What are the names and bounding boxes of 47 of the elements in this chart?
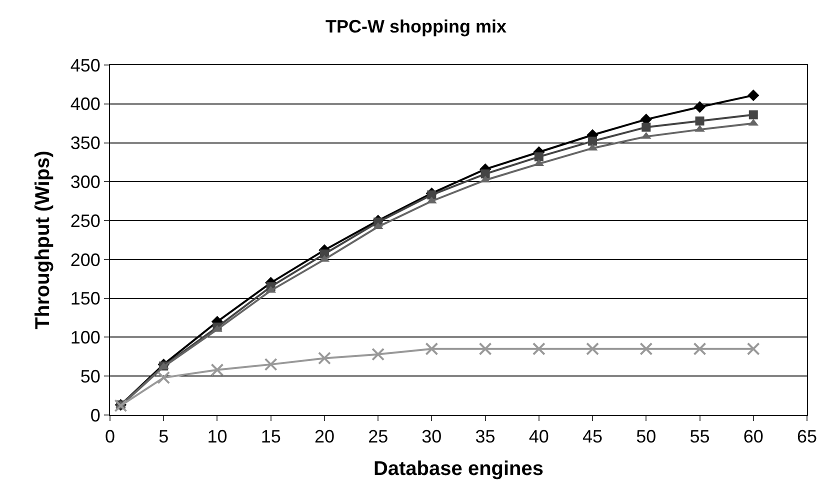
x-tick-label: 25	[368, 426, 388, 447]
x-tick-label: 50	[636, 426, 656, 447]
x-tick-label: 20	[314, 426, 334, 447]
y-tick-label: 200	[70, 250, 100, 270]
point	[480, 169, 490, 178]
y-tick-label: 50	[80, 366, 100, 386]
point	[532, 342, 546, 356]
y-tick-label: 0	[90, 405, 100, 426]
x-tick-label: 10	[207, 426, 228, 447]
x-tick-label: 30	[422, 426, 442, 447]
y-tick-label: 450	[70, 55, 100, 76]
x-tick-label: 35	[475, 426, 496, 447]
x-axis-title: Database engines	[373, 458, 544, 480]
x-tick-label: 55	[690, 426, 710, 447]
point	[695, 116, 704, 126]
point	[372, 348, 385, 361]
point	[264, 358, 278, 371]
x-tick-label: 45	[582, 426, 603, 447]
point	[210, 363, 224, 376]
point	[746, 342, 760, 356]
y-tick-label: 350	[70, 133, 100, 154]
x-tick-label: 0	[104, 426, 116, 447]
point	[318, 352, 331, 365]
x-tick-label: 5	[158, 426, 169, 447]
y-tick-label: 400	[70, 94, 100, 114]
y-tick-label: 100	[70, 328, 100, 348]
point	[694, 101, 706, 113]
x-tick-label: 40	[528, 426, 549, 447]
point	[640, 342, 653, 356]
point	[693, 342, 706, 356]
point	[748, 110, 758, 120]
x-tick-label: 60	[743, 426, 764, 447]
y-tick-label: 250	[70, 210, 100, 231]
point	[534, 152, 544, 162]
x-tick-label: 65	[796, 426, 818, 447]
point	[642, 122, 651, 132]
y-axis-title: Throughput (Wips)	[32, 150, 54, 330]
y-tick-label: 150	[70, 288, 100, 309]
point	[478, 342, 492, 356]
point	[425, 342, 438, 356]
x-tick-label: 15	[260, 426, 281, 447]
point	[588, 136, 598, 146]
point	[586, 342, 600, 356]
y-tick-label: 300	[70, 172, 100, 192]
point	[157, 371, 170, 384]
chart-title: TPC-W shopping mix	[326, 16, 506, 36]
point	[748, 89, 760, 102]
